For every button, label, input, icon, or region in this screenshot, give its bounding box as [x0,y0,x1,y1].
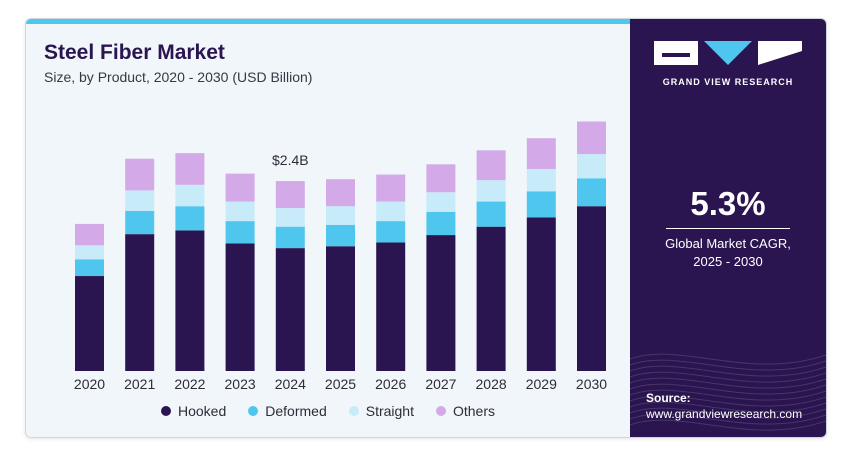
bar-hooked-2020 [75,276,104,371]
x-tick-label-2025: 2025 [325,376,356,392]
legend-label-hooked: Hooked [178,403,227,419]
bar-straight-2028 [476,180,506,202]
bar-straight-2023 [225,201,255,222]
info-panel: GRAND VIEW RESEARCH 5.3% Global Market C… [630,19,826,437]
x-tick-label-2030: 2030 [576,376,607,392]
chart-card: Steel Fiber Market Size, by Product, 202… [25,18,827,438]
bar-hooked-2030 [577,206,606,371]
wave-line [630,401,826,413]
bar-chart: 2020 2021 2022 2023 2024 $2.4B 2025 2026 2027 202… [74,121,607,392]
bar-hooked-2029 [526,217,556,371]
chart-title: Steel Fiber Market [44,41,225,64]
bar-deformed-2023 [225,221,255,244]
bar-hooked-2024 [275,248,305,371]
bar-straight-2025 [326,206,355,225]
legend-swatch-straight [348,406,359,416]
bar-others-2020 [75,223,104,246]
legend-item-straight: Straight [348,403,414,419]
x-tick-label-2024: 2024 [275,376,306,392]
bar-straight-2027 [426,192,456,212]
wave-line [630,389,826,401]
bar-straight-2029 [526,168,556,192]
bar-hooked-2023 [225,243,255,371]
bar-deformed-2020 [75,259,104,277]
x-tick-label-2028: 2028 [476,376,507,392]
bar-deformed-2030 [577,178,606,207]
bar-straight-2022 [175,184,205,207]
wave-line [630,371,826,383]
wave-line [630,407,826,419]
wave-line [630,395,826,407]
wave-line [630,359,826,371]
bar-others-2021 [125,158,155,191]
cagr-label: Global Market CAGR, 2025 - 2030 [630,235,826,271]
bar-others-2024 [275,181,305,209]
cagr-label-line1: Global Market CAGR, [665,236,791,251]
bar-straight-2026 [376,201,406,222]
chart-subtitle: Size, by Product, 2020 - 2030 (USD Billi… [44,69,313,85]
grand-view-research-logo [654,41,802,65]
x-tick-label-2022: 2022 [174,376,205,392]
wave-line [630,419,826,431]
bar-hooked-2022 [175,230,205,371]
bar-others-2026 [376,174,406,202]
chart-panel: Steel Fiber Market Size, by Product, 202… [26,19,630,437]
source-url[interactable]: www.grandviewresearch.com [646,407,803,421]
wave-line [630,383,826,395]
data-label-2024: $2.4B [272,152,309,168]
accent-bar [26,19,630,24]
source-label: Source: [646,391,691,405]
bar-hooked-2026 [376,242,406,371]
legend-item-hooked: Hooked [161,403,226,419]
legend-label-others: Others [452,403,495,419]
bar-deformed-2027 [426,211,456,236]
bar-straight-2021 [125,190,155,211]
x-tick-label-2027: 2027 [425,376,456,392]
wave-line [630,413,826,425]
bar-others-2030 [577,121,606,155]
legend-swatch-hooked [161,406,171,416]
bar-others-2023 [225,173,255,202]
bar-deformed-2025 [326,224,355,247]
bar-straight-2030 [577,154,606,179]
bar-hooked-2028 [476,226,506,371]
bar-others-2025 [326,179,355,207]
bar-others-2028 [476,150,506,181]
legend: Hooked Deformed Straight Others [26,403,630,419]
legend-item-deformed: Deformed [248,403,327,419]
bar-deformed-2029 [526,191,556,218]
bar-others-2022 [175,153,205,185]
wave-line [630,353,826,365]
x-tick-label-2021: 2021 [124,376,155,392]
bar-straight-2020 [75,245,104,260]
legend-swatch-others [435,406,446,416]
bar-hooked-2025 [326,246,355,371]
wave-line [630,377,826,389]
legend-swatch-deformed [248,406,259,416]
bar-deformed-2024 [275,226,305,249]
wave-line [630,365,826,377]
wave-pattern [630,353,826,431]
bar-deformed-2022 [175,206,205,231]
bar-deformed-2028 [476,201,506,227]
x-tick-label-2029: 2029 [526,376,557,392]
cagr-label-line2: 2025 - 2030 [693,254,763,269]
bar-hooked-2021 [125,234,155,371]
cagr-value: 5.3% [690,185,766,222]
legend-label-straight: Straight [365,403,414,419]
bar-others-2027 [426,164,456,193]
x-tick-label-2026: 2026 [375,376,406,392]
bar-straight-2024 [275,208,305,227]
x-tick-label-2023: 2023 [225,376,256,392]
legend-label-deformed: Deformed [265,403,327,419]
divider [666,228,790,229]
bar-others-2029 [526,138,556,169]
x-tick-label-2020: 2020 [74,376,105,392]
bar-deformed-2026 [376,221,406,243]
bar-deformed-2021 [125,210,155,235]
brand-name: GRAND VIEW RESEARCH [662,77,794,87]
legend-item-others: Others [435,403,495,419]
bar-hooked-2027 [426,235,456,371]
